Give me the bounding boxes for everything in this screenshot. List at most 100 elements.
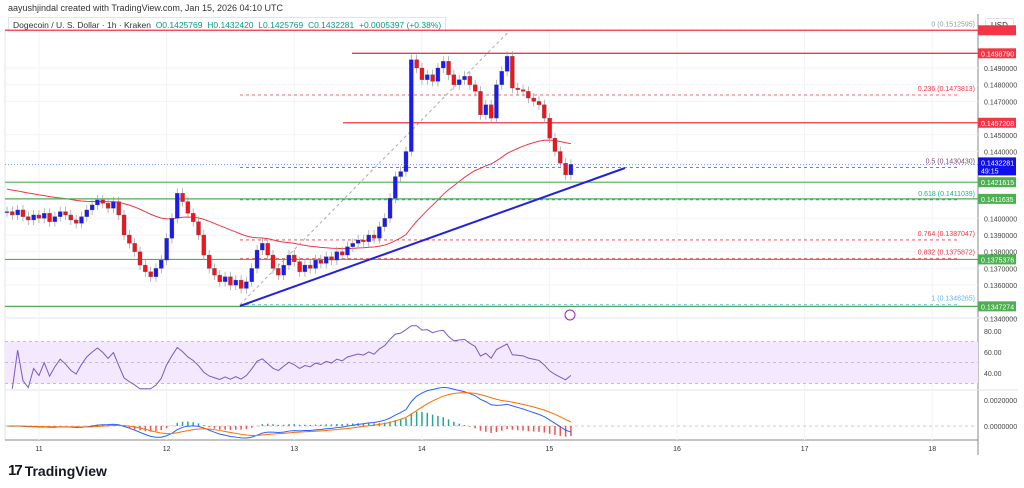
chart-credit: aayushjindal created with TradingView.co… [8, 3, 283, 13]
candle-down [47, 213, 52, 222]
price-tick-label: 0.1390000 [984, 233, 1017, 240]
time-tick-label: 15 [546, 446, 554, 453]
candle-up [499, 71, 504, 85]
candle-up [260, 243, 265, 251]
candle-down [542, 104, 547, 119]
signal-line [6, 392, 572, 436]
price-tick-label: 0.1470000 [984, 99, 1017, 106]
alert-icon [564, 309, 576, 321]
candle-down [536, 101, 542, 105]
fib-level-label: 0.832 (0.1375872) [918, 250, 975, 257]
price-tick-label: 0.1380000 [984, 250, 1017, 257]
candle-down [510, 56, 515, 89]
candle-down [36, 214, 42, 219]
candle-down [515, 87, 520, 90]
fib-level-label: 0.5 (0.1430430) [926, 158, 975, 165]
time-tick-label: 14 [418, 446, 426, 453]
support-price-label: 0.1375376 [981, 257, 1014, 264]
time-tick-label: 16 [673, 446, 681, 453]
candle-down [552, 137, 558, 152]
time-tick-label: 11 [35, 446, 42, 453]
support-price-label: 0.1347274 [981, 304, 1014, 311]
candle-down [228, 276, 233, 286]
candle-down [212, 268, 217, 276]
current-price-box [978, 157, 1016, 176]
candle-down [191, 213, 196, 222]
rsi-tick-label: 80.00 [984, 329, 1002, 336]
candle-down [270, 254, 276, 269]
price-tick-label: 0.1360000 [984, 283, 1017, 290]
time-tick-label: 13 [290, 446, 298, 453]
support-price-label: 0.1421615 [981, 180, 1014, 187]
candle-down [265, 243, 270, 256]
candle-up [42, 213, 47, 219]
candle-up [58, 211, 63, 217]
candle-down [419, 67, 425, 80]
candle-down [217, 274, 222, 282]
candle-up [324, 256, 329, 264]
candle-down [238, 279, 244, 289]
candle-up [403, 151, 409, 172]
candle-up [164, 238, 169, 261]
price-chart[interactable]: 11 12 13 14 15 16 17 18 0.1490000 0.1480000 0.1470… [0, 0, 1024, 460]
price-label-box [978, 254, 1016, 265]
candle-down [361, 239, 366, 242]
candle-up [504, 56, 510, 72]
candle-down [371, 234, 377, 239]
close-value: C0.1432281 [307, 20, 355, 30]
candle-down [105, 203, 111, 209]
price-tick-label: 0.1340000 [984, 317, 1017, 324]
time-tick-label: 18 [928, 446, 936, 453]
candle-down [185, 201, 191, 214]
candle-down [473, 84, 478, 92]
support-price-label: 0.1411635 [981, 197, 1014, 204]
trendline [239, 167, 626, 307]
candle-down [74, 219, 79, 224]
candle-down [180, 193, 185, 202]
candle-down [276, 268, 281, 276]
candle-up [175, 193, 180, 219]
candle-down [127, 234, 132, 244]
candle-up [244, 281, 249, 289]
open-value: O0.1425769 [155, 20, 203, 30]
candle-up [425, 74, 430, 80]
candle-up [377, 226, 382, 239]
fib-level-label: 1 (0.1348265) [931, 296, 975, 303]
candle-up [483, 104, 488, 115]
candle-down [558, 151, 563, 164]
candle-up [254, 249, 260, 269]
candle-down [430, 74, 435, 82]
candle-up [441, 61, 446, 69]
candle-down [318, 259, 324, 264]
candle-up [302, 264, 308, 272]
candle-down [446, 61, 451, 75]
fib-trend-line [239, 29, 511, 306]
price-tick-label: 0.1490000 [984, 66, 1017, 73]
candle-up [457, 79, 462, 85]
candle-down [143, 264, 148, 272]
candle-down [68, 214, 73, 221]
candle-down [451, 74, 457, 85]
candle-up [52, 216, 58, 222]
candle-down [63, 211, 68, 216]
candle-up [462, 76, 467, 80]
rsi-tick-label: 60.00 [984, 350, 1002, 357]
price-tick-label: 0.1400000 [984, 216, 1017, 223]
candle-up [249, 268, 254, 282]
symbol-name[interactable]: Dogecoin / U. S. Dollar · 1h · Kraken [13, 20, 151, 30]
price-tick-label: 0.1450000 [984, 133, 1017, 140]
fib-level-label: 0 (0.1512595) [931, 21, 975, 28]
price-tick-label: 0.1370000 [984, 266, 1017, 273]
price-tick-label: 0.1440000 [984, 150, 1017, 157]
price-label-box [978, 177, 1016, 188]
candle-up [95, 199, 100, 206]
candle-down [329, 256, 334, 261]
resistance-price-label: 0.1498790 [981, 51, 1014, 58]
candle-up [169, 218, 175, 239]
candle-down [414, 59, 419, 69]
candle-up [366, 234, 371, 242]
candle-down [196, 221, 201, 236]
candle-down [201, 234, 206, 256]
time-tick-label: 12 [163, 446, 171, 453]
candle-down [467, 76, 472, 85]
